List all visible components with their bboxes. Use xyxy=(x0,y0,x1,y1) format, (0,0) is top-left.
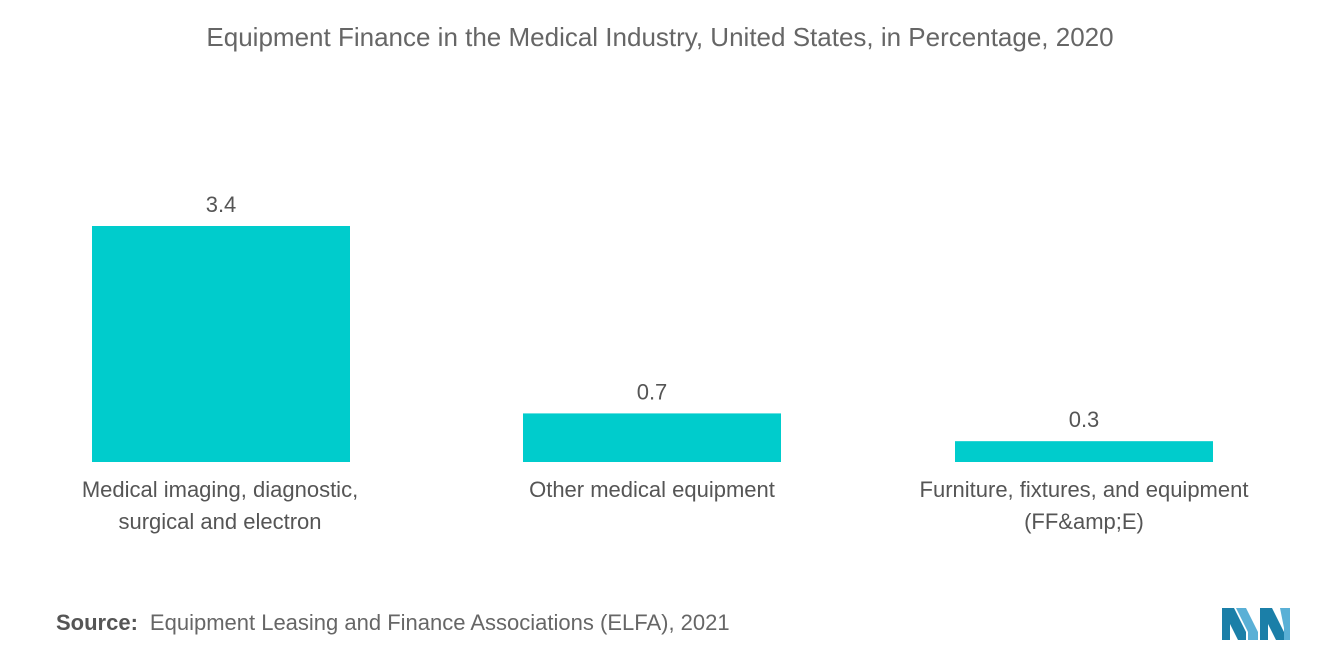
bar-value-label-0: 3.4 xyxy=(206,192,237,217)
bar-value-label-1: 0.7 xyxy=(637,379,668,404)
category-label-1: Other medical equipment xyxy=(529,477,775,502)
bar-value-label-2: 0.3 xyxy=(1069,407,1100,432)
bar-0 xyxy=(92,226,350,462)
bar-2 xyxy=(955,441,1213,462)
source-label: Source: xyxy=(56,610,138,635)
category-label-2: Furniture, fixtures, and equipment (FF&a… xyxy=(919,477,1249,534)
bar-1 xyxy=(523,413,781,462)
mordor-intelligence-logo-icon xyxy=(1222,608,1290,640)
source-note: Source: Equipment Leasing and Finance Ass… xyxy=(56,610,730,636)
chart-title: Equipment Finance in the Medical Industr… xyxy=(206,22,1114,52)
source-text: Equipment Leasing and Finance Associatio… xyxy=(149,610,730,635)
category-label-0: Medical imaging, diagnostic, surgical an… xyxy=(81,477,359,534)
bar-chart: 3.4 0.7 0.3 xyxy=(92,192,1213,462)
